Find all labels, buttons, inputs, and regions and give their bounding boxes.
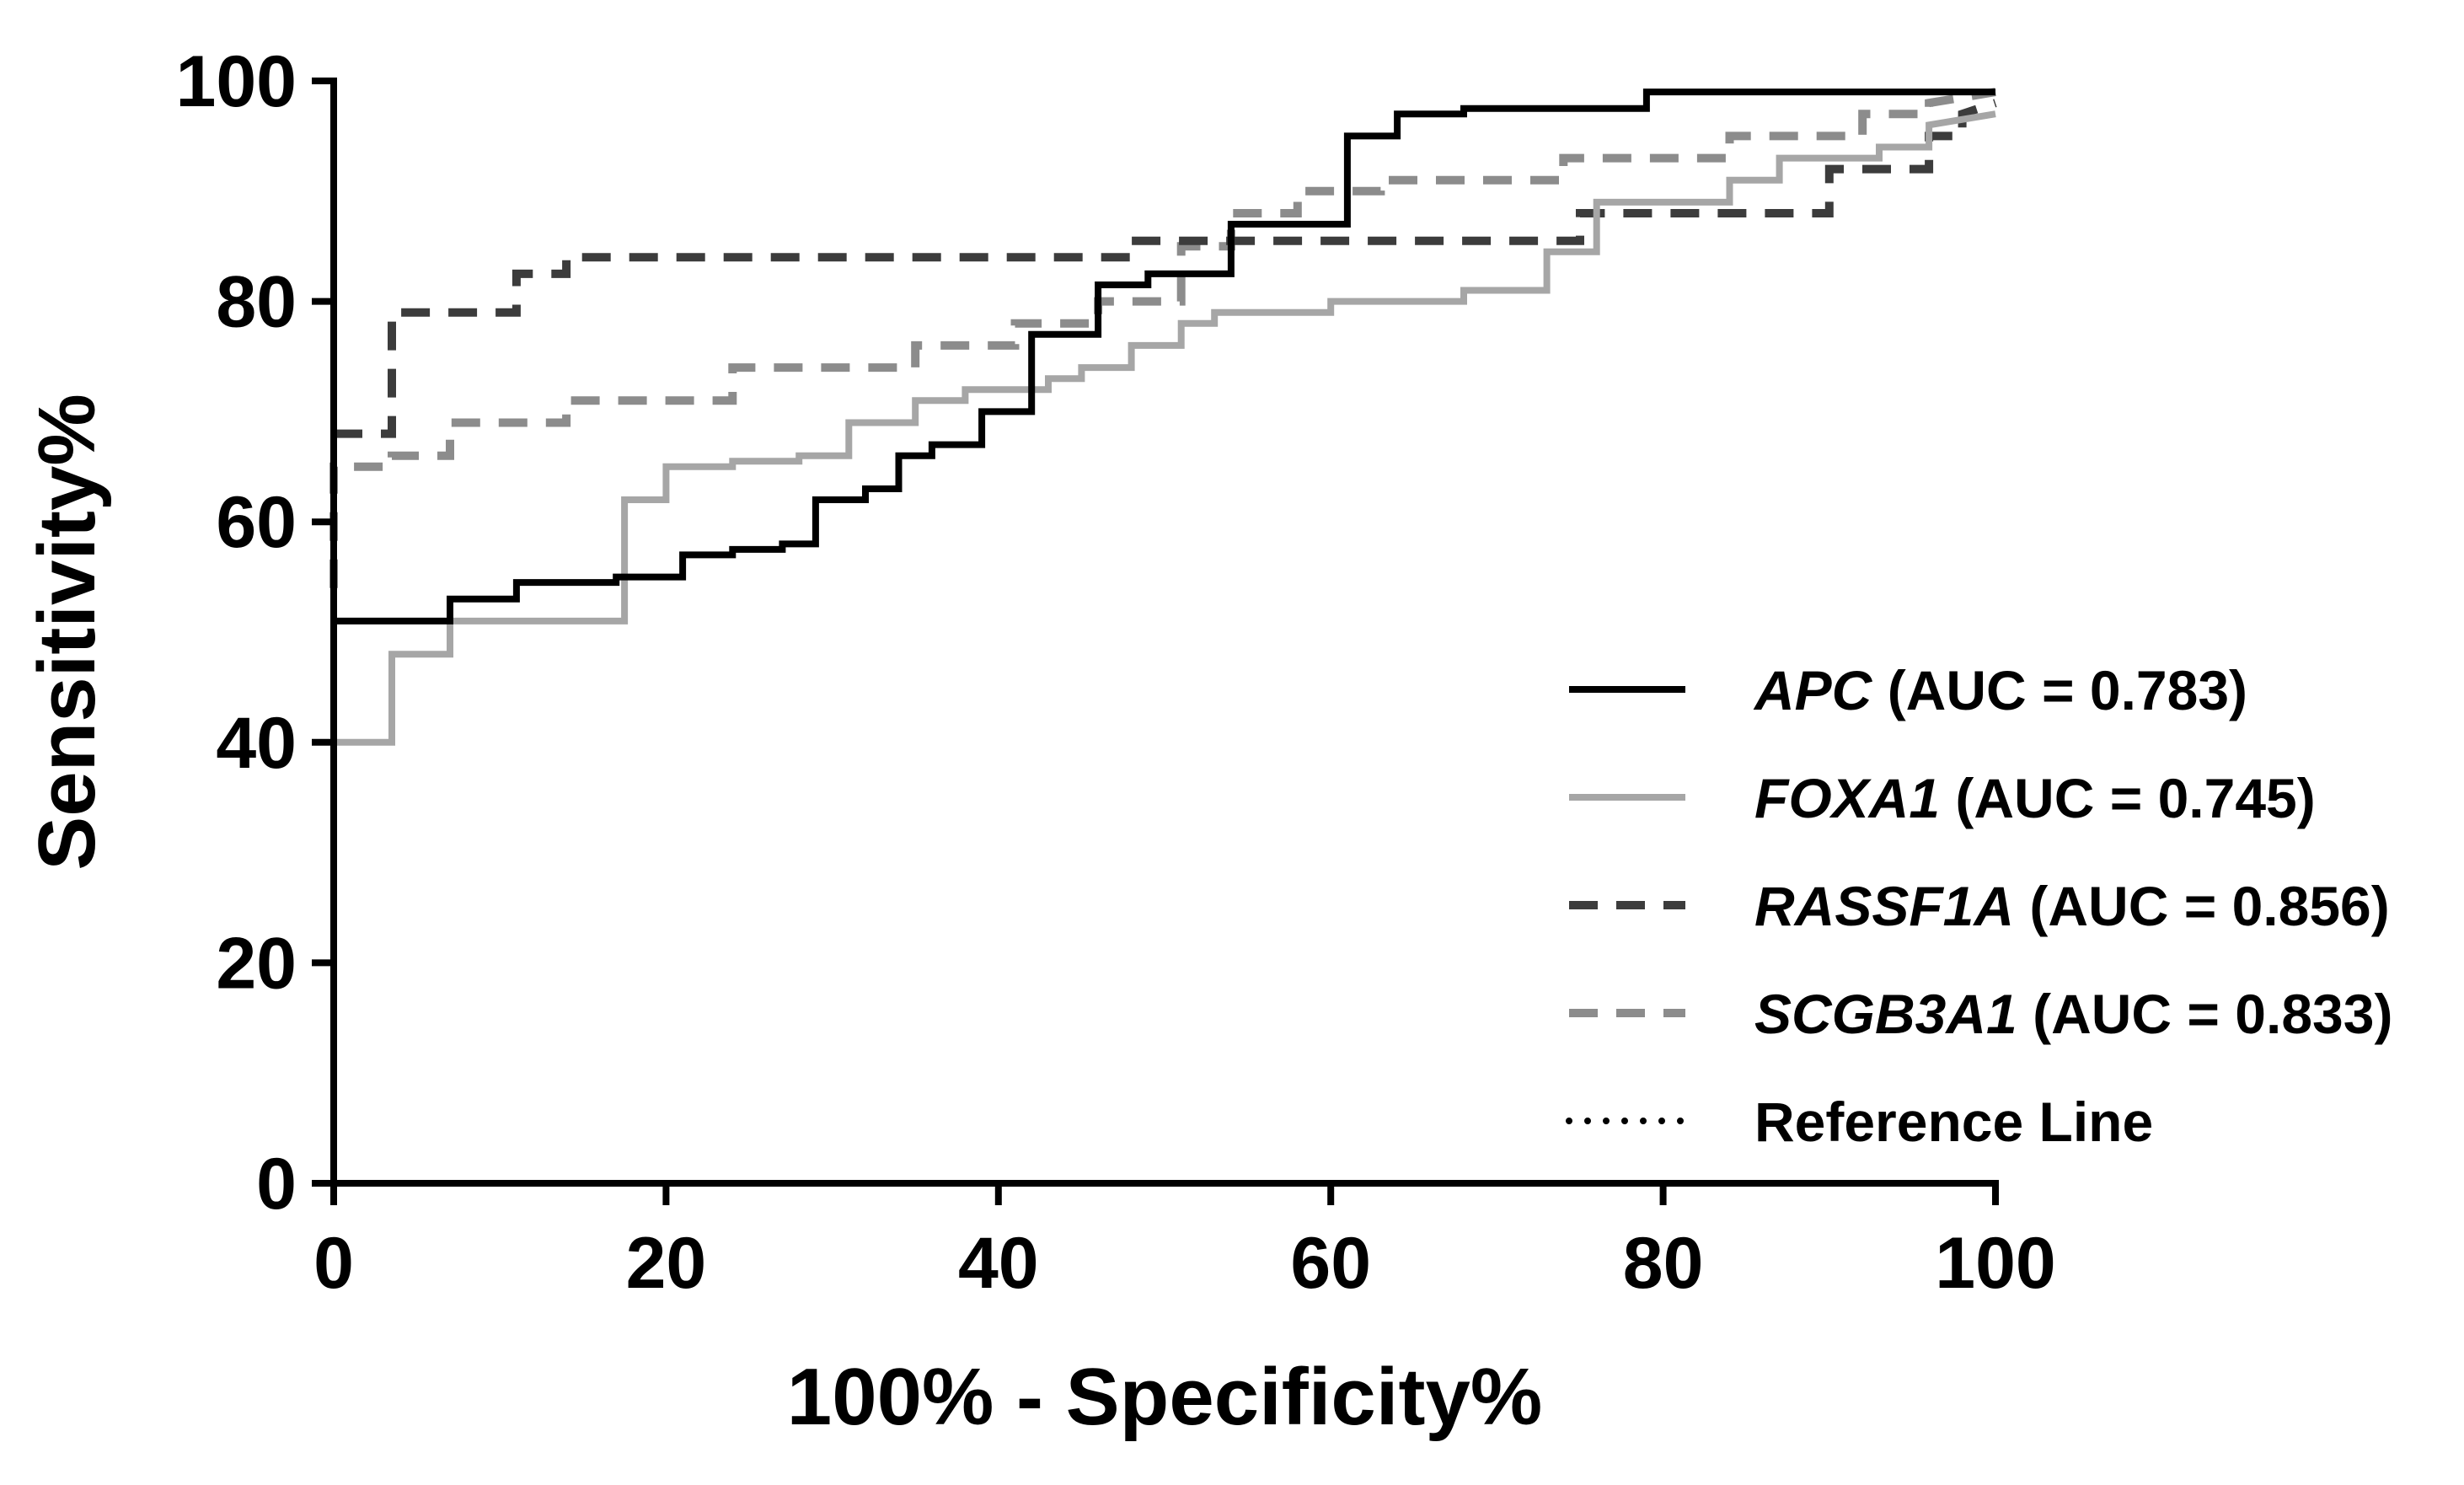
legend-series-name: FOXA1 <box>1754 767 1940 829</box>
x-tick-label: 20 <box>626 1223 707 1304</box>
legend-auc-value: (AUC = 0.745) <box>1940 767 2316 829</box>
legend-auc-value: (AUC = 0.783) <box>1872 659 2247 721</box>
y-tick-label: 20 <box>216 923 297 1004</box>
x-axis-title: 100% - Specificity% <box>787 1352 1542 1442</box>
y-tick-label: 40 <box>216 703 297 784</box>
series-line-rassf1a <box>334 99 1997 438</box>
legend-label-foxa1: FOXA1 (AUC = 0.745) <box>1754 767 2316 829</box>
legend-series-name: RASSF1A <box>1754 875 2014 937</box>
y-tick-label: 0 <box>256 1144 297 1225</box>
legend-auc-value: (AUC = 0.833) <box>2017 983 2393 1045</box>
x-axis-ticks: 0 20 40 60 80 100 <box>313 1183 2056 1304</box>
series-line-reference-line <box>331 78 1998 1187</box>
legend-label-apc: APC (AUC = 0.783) <box>1753 659 2247 721</box>
y-axis-ticks: 0 20 40 60 80 100 <box>176 41 334 1225</box>
legend-auc-value: (AUC = 0.856) <box>2014 875 2390 937</box>
series-layer <box>329 78 1998 1187</box>
series-line-foxa1 <box>334 110 1996 746</box>
y-axis-title: Sensitivity% <box>22 394 112 871</box>
y-tick-label: 100 <box>176 41 297 122</box>
y-tick-label: 60 <box>216 482 297 563</box>
x-tick-label: 80 <box>1623 1223 1704 1304</box>
x-tick-label: 100 <box>1935 1223 2056 1304</box>
legend-label-scgb3a1: SCGB3A1 (AUC = 0.833) <box>1754 983 2392 1045</box>
legend: APC (AUC = 0.783) FOXA1 (AUC = 0.745) RASS… <box>1566 659 2392 1153</box>
x-tick-label: 60 <box>1290 1223 1371 1304</box>
legend-label-reference-line: Reference Line <box>1754 1091 2153 1153</box>
y-tick-label: 80 <box>216 262 297 343</box>
legend-series-name: SCGB3A1 <box>1754 983 2017 1045</box>
series-line-apc <box>334 88 1995 625</box>
series-line-scgb3a1 <box>329 88 1996 588</box>
x-tick-label: 0 <box>313 1223 354 1304</box>
legend-series-name: APC <box>1753 659 1873 721</box>
legend-label-rassf1a: RASSF1A (AUC = 0.856) <box>1754 875 2390 937</box>
x-tick-label: 40 <box>958 1223 1039 1304</box>
axes-layer <box>330 78 1999 1187</box>
legend-series-name: Reference Line <box>1754 1091 2153 1153</box>
